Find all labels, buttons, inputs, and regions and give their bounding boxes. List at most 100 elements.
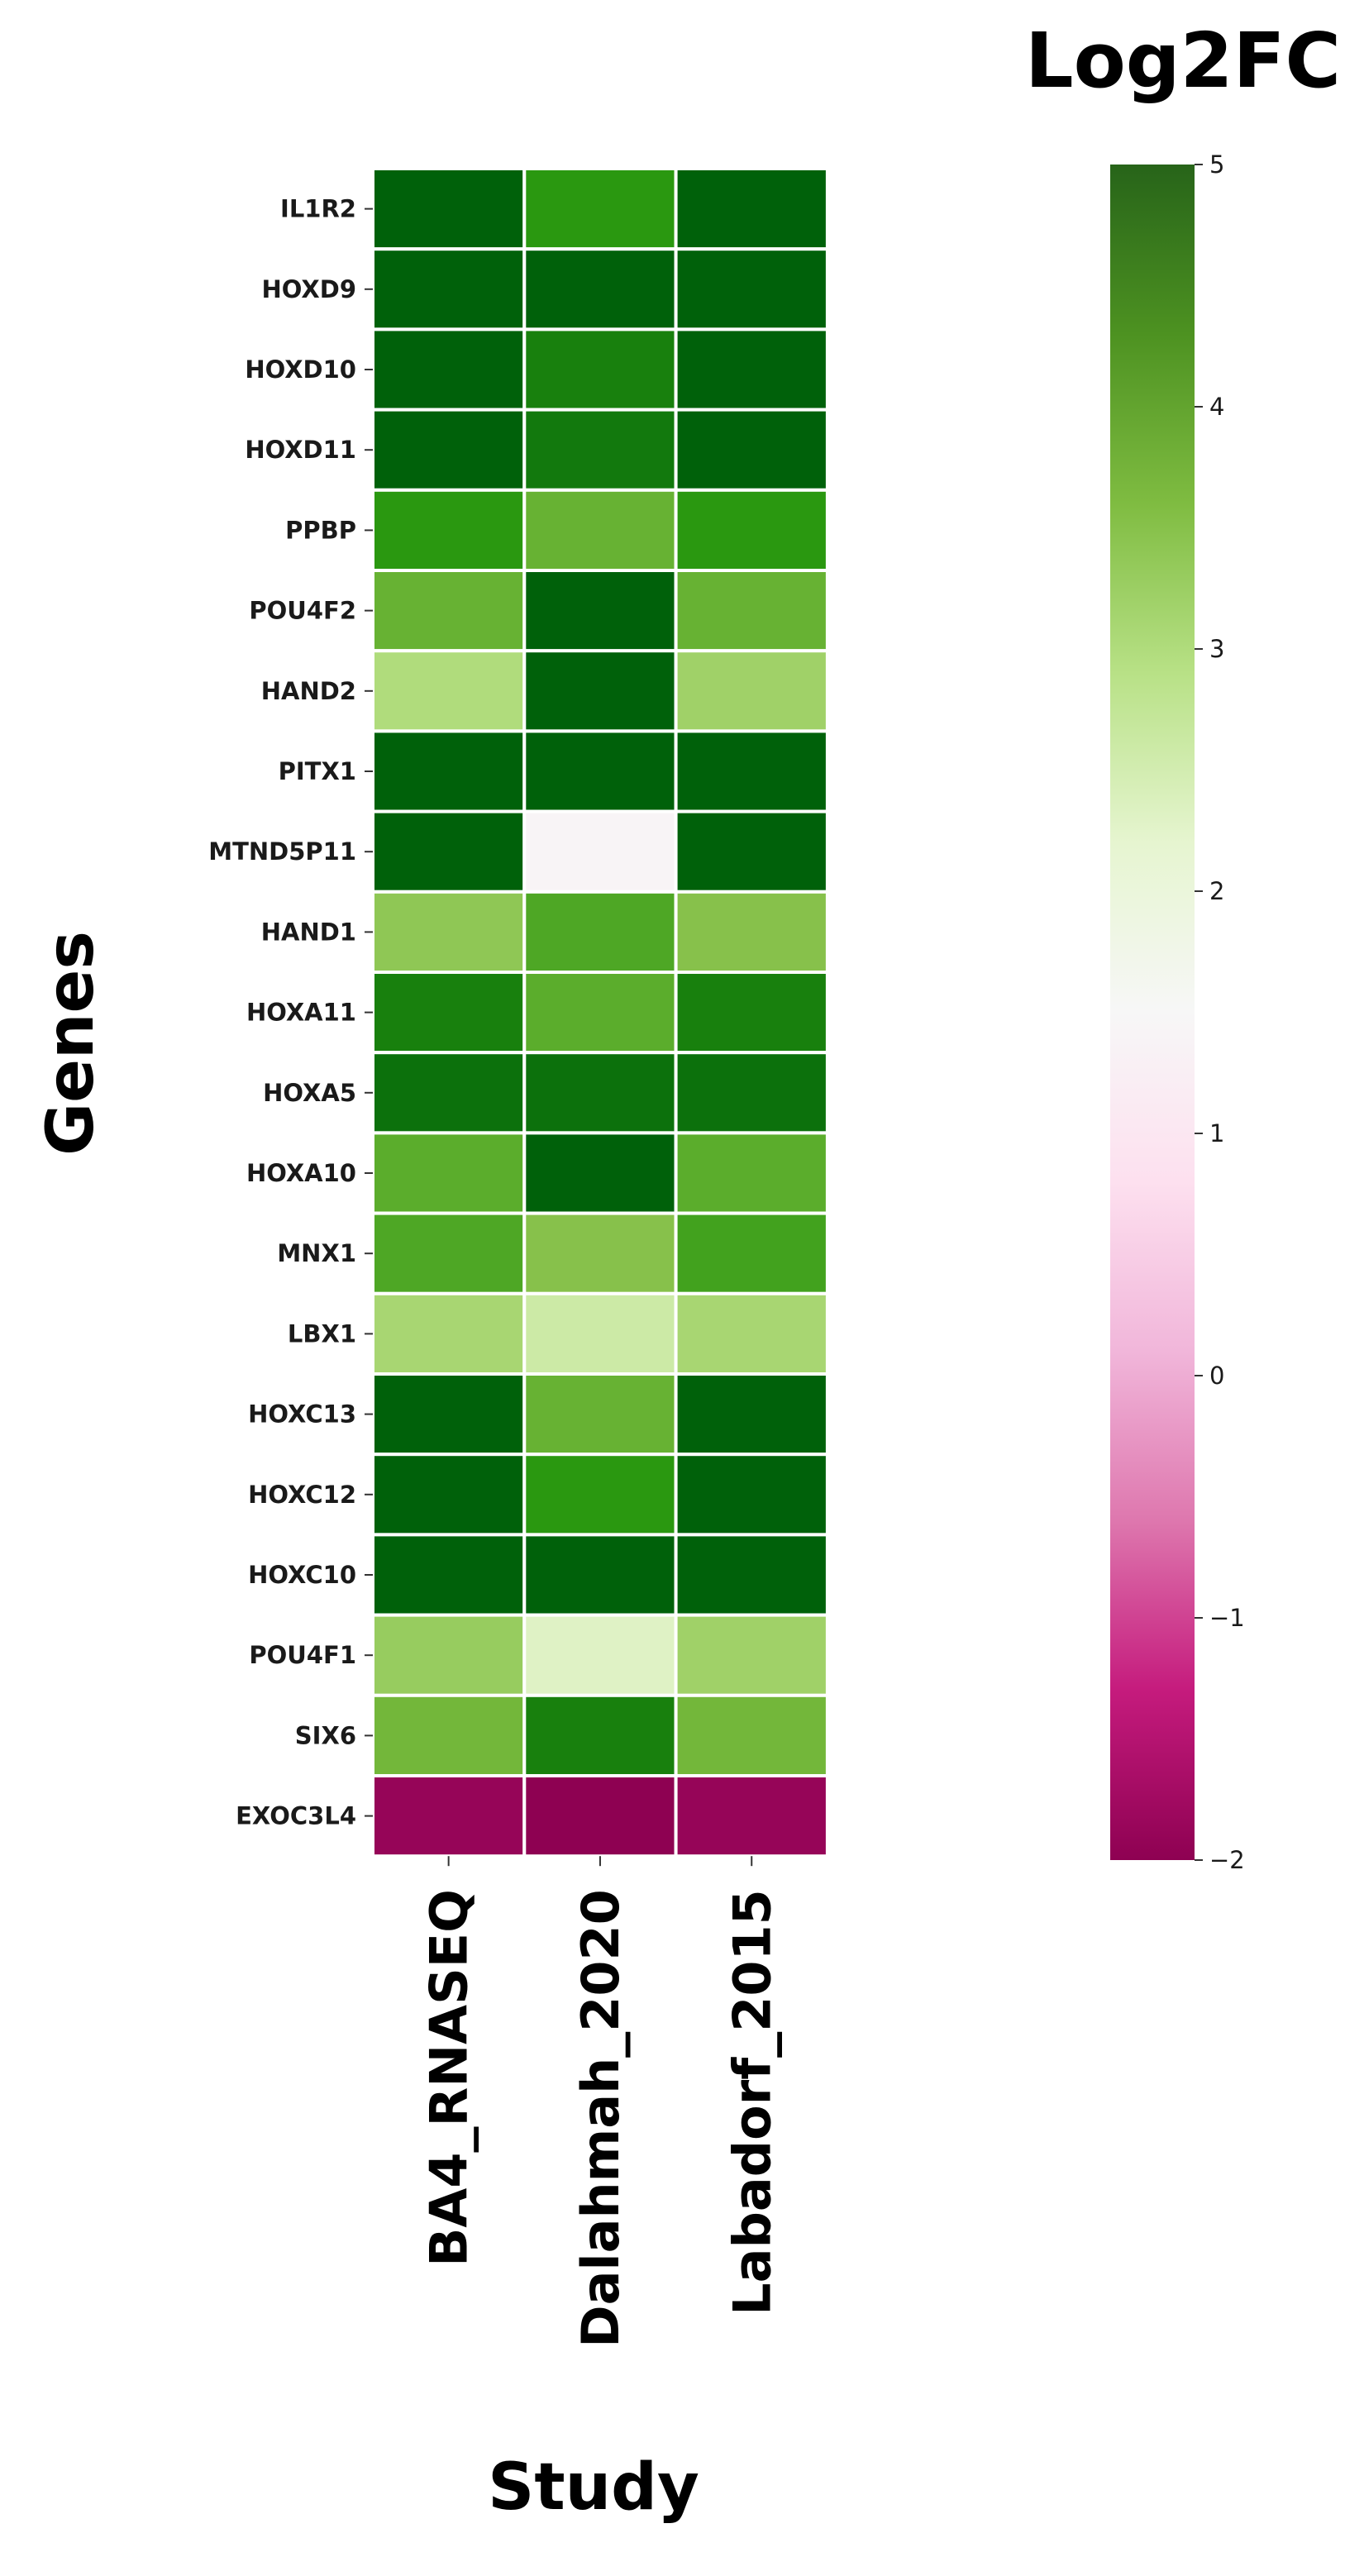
heatmap-cell <box>522 488 678 572</box>
heatmap-cell <box>522 1533 678 1617</box>
colorbar-tick-label: 1 <box>1209 1119 1224 1147</box>
gene-label: SIX6 <box>295 1721 356 1749</box>
gene-label: HOXD10 <box>245 355 356 384</box>
heatmap-cell <box>522 1774 678 1858</box>
gene-label: IL1R2 <box>280 195 356 223</box>
study-label: Labadorf_2015 <box>722 1889 782 2316</box>
gene-label: HOXC10 <box>248 1561 356 1589</box>
colorbar-tick-label: 4 <box>1209 393 1224 421</box>
study-label: BA4_RNASEQ <box>419 1889 479 2267</box>
colorbar: 5 4 3 2 1 0 −1 −2 <box>1110 150 1245 1874</box>
gene-label: HOXA5 <box>263 1079 356 1107</box>
heatmap-cell <box>371 247 527 332</box>
heatmap-cell <box>674 569 829 653</box>
heatmap-cell <box>371 167 527 251</box>
heatmap-cell <box>522 649 678 733</box>
heatmap-cell <box>674 247 829 332</box>
heatmap-cell <box>674 729 829 813</box>
heatmap-cell <box>522 729 678 813</box>
colorbar-tick-label: 0 <box>1209 1362 1224 1390</box>
colorbar-bar <box>1110 165 1195 1860</box>
heatmap-cell <box>674 971 829 1055</box>
heatmap-cell <box>674 488 829 572</box>
heatmap-cell <box>371 1453 527 1537</box>
heatmap-cell <box>674 167 829 251</box>
heatmap-cell <box>674 1533 829 1617</box>
x-axis-title: Study <box>488 2450 699 2525</box>
gene-label: LBX1 <box>288 1319 356 1348</box>
gene-label: HOXC13 <box>248 1400 356 1429</box>
colorbar-title: Log2FC <box>1025 17 1341 105</box>
gene-label: POU4F1 <box>249 1641 356 1669</box>
gene-label: MNX1 <box>277 1239 356 1267</box>
heatmap-cell <box>371 971 527 1055</box>
heatmap-cell <box>371 569 527 653</box>
heatmap-cell <box>522 890 678 975</box>
heatmap-cell <box>674 1693 829 1778</box>
heatmap-cell <box>522 1291 678 1376</box>
gene-label: HOXD9 <box>262 275 357 303</box>
study-ticks <box>447 1856 753 1867</box>
heatmap-cell <box>522 1453 678 1537</box>
heatmap-cell <box>371 1051 527 1135</box>
heatmap-cell <box>674 649 829 733</box>
heatmap-cell <box>522 569 678 653</box>
gene-label: HOXA11 <box>246 999 356 1027</box>
heatmap-cell <box>522 1131 678 1215</box>
gene-label: POU4F2 <box>249 597 356 625</box>
heatmap-cell <box>522 1051 678 1135</box>
heatmap-cell <box>674 1051 829 1135</box>
heatmap-cell <box>371 1693 527 1778</box>
study-labels: BA4_RNASEQ Dalahmah_2020 Labadorf_2015 <box>419 1889 783 2348</box>
heatmap-cell <box>371 1211 527 1295</box>
heatmap-cells <box>371 167 829 1858</box>
heatmap-cell <box>674 1211 829 1295</box>
heatmap-cell <box>522 1613 678 1697</box>
heatmap-cell <box>371 327 527 412</box>
gene-labels: IL1R2 HOXD9 HOXD10 HOXD11 PPBP POU4F2 HAND2 PIT… <box>208 195 373 1830</box>
heatmap-cell <box>522 1211 678 1295</box>
heatmap-cell <box>522 809 678 894</box>
gene-label: HOXD11 <box>245 436 356 464</box>
heatmap-cell <box>674 1774 829 1858</box>
heatmap-cell <box>522 1372 678 1457</box>
heatmap-cell <box>522 247 678 332</box>
colorbar-ticks: 5 4 3 2 1 0 −1 −2 <box>1195 150 1245 1874</box>
y-axis-title: Genes <box>34 931 108 1156</box>
heatmap-cell <box>371 488 527 572</box>
heatmap-cell <box>371 729 527 813</box>
heatmap-cell <box>674 1372 829 1457</box>
heatmap-cell <box>371 1613 527 1697</box>
gene-label: HAND2 <box>261 677 356 705</box>
gene-label: MTND5P11 <box>208 837 356 866</box>
heatmap-cell <box>371 1291 527 1376</box>
heatmap-cell <box>522 971 678 1055</box>
heatmap-cell <box>371 1774 527 1858</box>
heatmap-cell <box>522 327 678 412</box>
heatmap-cell <box>371 408 527 492</box>
gene-label: HOXA10 <box>246 1159 356 1187</box>
gene-label: HOXC12 <box>248 1481 356 1509</box>
heatmap-cell <box>674 809 829 894</box>
gene-label: EXOC3L4 <box>236 1802 356 1830</box>
colorbar-tick-label: −1 <box>1209 1604 1245 1632</box>
heatmap-cell <box>522 167 678 251</box>
gene-label: HAND1 <box>261 918 356 946</box>
colorbar-tick-label: −2 <box>1209 1846 1245 1874</box>
heatmap-cell <box>674 1291 829 1376</box>
heatmap-cell <box>371 1372 527 1457</box>
heatmap-cell <box>371 649 527 733</box>
heatmap-cell <box>674 1453 829 1537</box>
colorbar-tick-label: 5 <box>1209 150 1224 179</box>
heatmap-cell <box>674 408 829 492</box>
gene-label: PITX1 <box>279 757 356 785</box>
study-label: Dalahmah_2020 <box>570 1889 631 2348</box>
heatmap-cell <box>674 327 829 412</box>
heatmap-cell <box>674 1131 829 1215</box>
heatmap-cell <box>522 408 678 492</box>
heatmap-cell <box>674 890 829 975</box>
heatmap-cell <box>522 1693 678 1778</box>
heatmap-cell <box>371 890 527 975</box>
heatmap-cell <box>371 1131 527 1215</box>
